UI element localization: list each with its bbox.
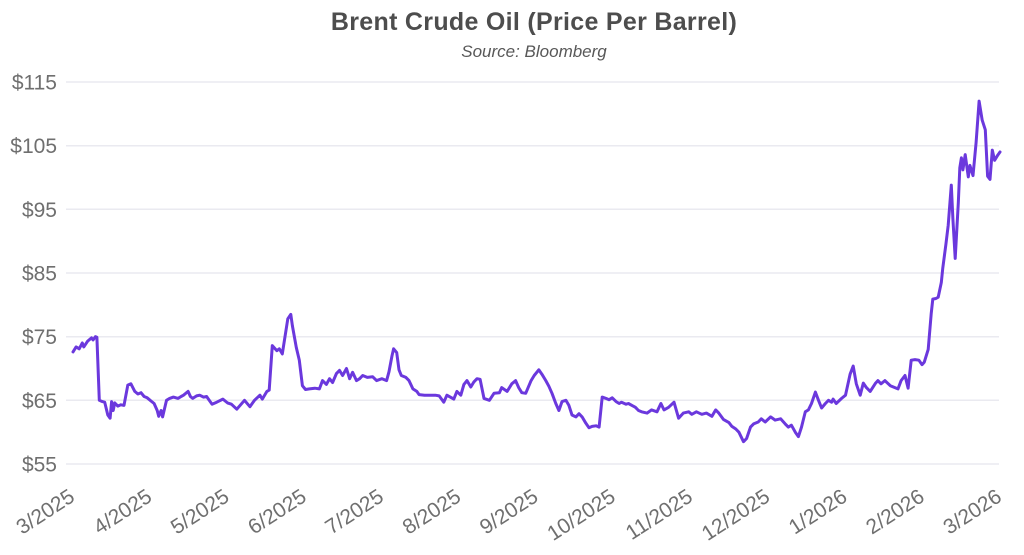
x-axis-tick-label: 1/2026	[785, 485, 851, 539]
x-axis-tick-label: 6/2025	[244, 485, 310, 539]
x-axis-tick-label: 8/2025	[399, 485, 465, 539]
chart-subtitle: Source: Bloomberg	[461, 42, 607, 61]
y-axis-tick-label: $85	[22, 263, 57, 286]
x-axis-tick-label: 9/2025	[476, 485, 542, 539]
x-axis-tick-label: 5/2025	[167, 485, 233, 539]
x-axis-tick-label: 10/2025	[543, 485, 619, 546]
y-axis-tick-label: $65	[22, 390, 57, 413]
y-axis-tick-label: $95	[22, 199, 57, 222]
price-line	[71, 99, 1002, 444]
x-axis-tick-label: 4/2025	[90, 485, 156, 539]
x-axis-tick-label: 7/2025	[321, 485, 387, 539]
x-axis-tick-label: 2/2026	[862, 485, 928, 539]
x-axis-tick-label: 12/2025	[698, 485, 774, 546]
x-axis-tick-label: 3/2025	[12, 485, 78, 539]
y-axis-tick-label: $105	[10, 135, 57, 158]
x-axis-tick-label: 11/2025	[622, 485, 697, 545]
y-axis-tick-label: $75	[22, 326, 57, 349]
chart-title: Brent Crude Oil (Price Per Barrel)	[330, 8, 738, 36]
y-axis-tick-label: $55	[22, 454, 57, 477]
x-axis-tick-label: 3/2026	[939, 485, 1005, 539]
y-axis-tick-label: $115	[12, 72, 57, 95]
